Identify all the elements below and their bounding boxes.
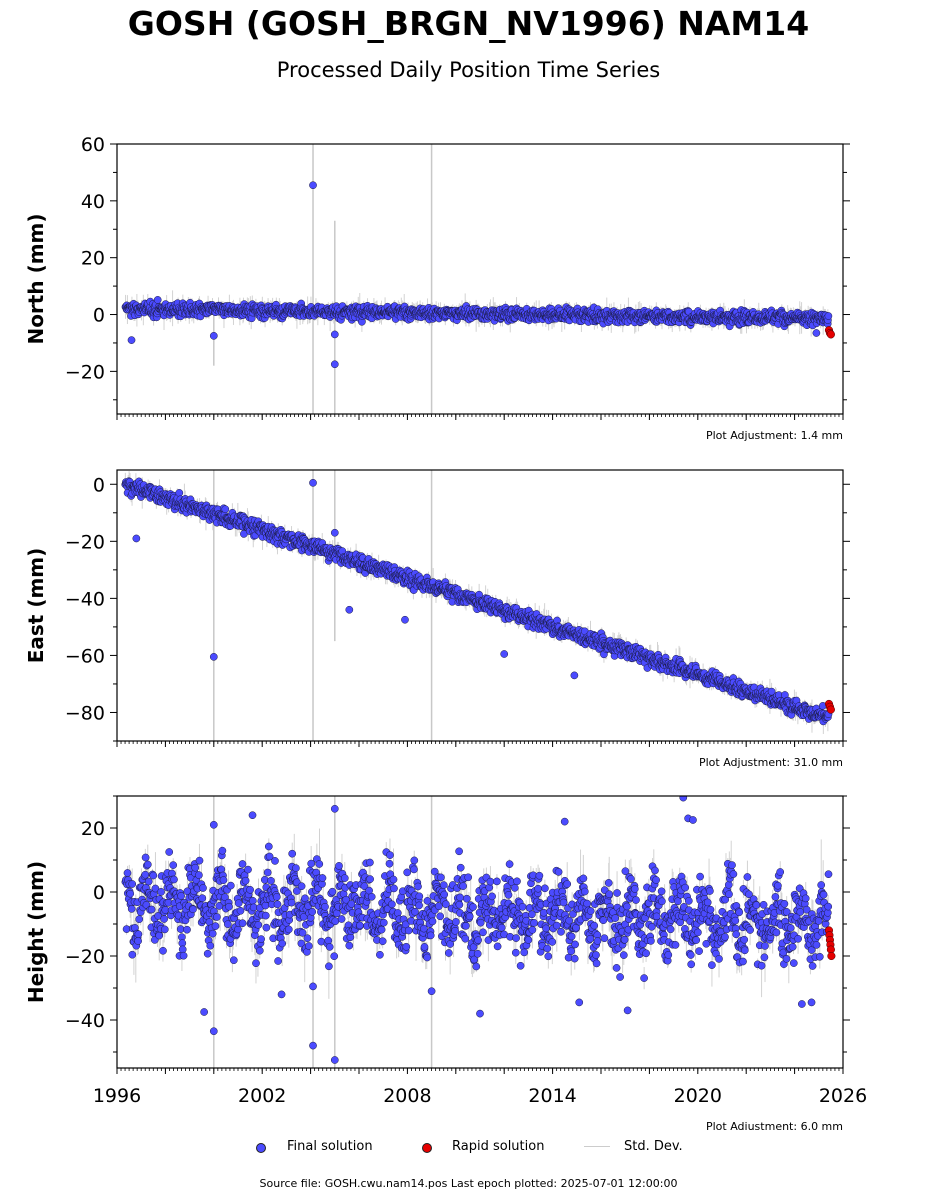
final-point bbox=[209, 652, 218, 661]
final-point bbox=[330, 360, 339, 369]
final-point bbox=[500, 650, 509, 658]
final-point bbox=[401, 615, 409, 624]
chart-title: GOSH (GOSH_BRGN_NV1996) NAM14 bbox=[127, 4, 810, 43]
y-tick-label: 40 bbox=[81, 191, 105, 213]
final-point bbox=[767, 687, 776, 696]
final-solution-series bbox=[121, 181, 833, 369]
final-point bbox=[209, 331, 218, 340]
final-point bbox=[330, 330, 339, 339]
final-point bbox=[345, 605, 354, 614]
chart-subtitle: Processed Daily Position Time Series bbox=[276, 58, 661, 82]
final-point bbox=[309, 478, 317, 487]
rapid-solution-series bbox=[824, 326, 835, 339]
final-point bbox=[824, 312, 833, 320]
final-point bbox=[330, 528, 339, 537]
panel-1: −20 0 20 40 60 North (mm) Plot Adjustment: 1.4… bbox=[24, 134, 850, 442]
final-point bbox=[221, 505, 230, 514]
final-point bbox=[153, 296, 162, 304]
y-tick-label: 60 bbox=[81, 134, 105, 156]
y-tick-label: −20 bbox=[65, 361, 105, 383]
y-ticks bbox=[110, 143, 850, 401]
plot-area bbox=[121, 470, 835, 741]
y-tick-label: 20 bbox=[81, 248, 105, 270]
time-series-figure: −20 0 20 40 60 North (mm) Plot Adjustment: 1.4… bbox=[24, 134, 867, 1130]
final-point bbox=[309, 181, 317, 190]
x-ticks bbox=[116, 741, 844, 747]
y-axis-label: North (mm) bbox=[24, 213, 48, 344]
y-tick-label: 0 bbox=[93, 305, 105, 327]
x-ticks bbox=[116, 414, 844, 420]
axes-frame bbox=[116, 143, 844, 415]
final-point bbox=[175, 489, 184, 497]
final-point bbox=[812, 329, 821, 337]
rapid-solution-series bbox=[824, 699, 835, 714]
final-point bbox=[132, 534, 141, 543]
final-solution-series bbox=[121, 477, 833, 726]
rapid-point bbox=[826, 330, 835, 339]
final-point bbox=[127, 336, 136, 344]
final-point bbox=[570, 671, 579, 680]
rapid-point bbox=[826, 705, 835, 714]
plot-adjustment-note: Plot Adjustment: 1.4 mm bbox=[706, 429, 843, 442]
plot-area bbox=[121, 144, 835, 414]
